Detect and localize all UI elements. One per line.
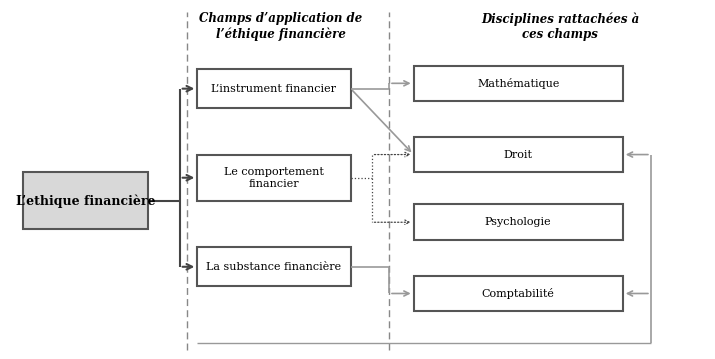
Text: La substance financière: La substance financière xyxy=(207,262,342,272)
FancyBboxPatch shape xyxy=(197,69,351,108)
Text: Mathématique: Mathématique xyxy=(477,78,559,89)
Text: Disciplines rattachées à
ces champs: Disciplines rattachées à ces champs xyxy=(481,12,639,41)
FancyBboxPatch shape xyxy=(23,172,148,229)
Text: Comptabilité: Comptabilité xyxy=(482,288,555,299)
Text: Le comportement
financier: Le comportement financier xyxy=(224,167,324,188)
FancyBboxPatch shape xyxy=(413,276,623,311)
Text: Psychologie: Psychologie xyxy=(485,217,551,227)
Text: L’instrument financier: L’instrument financier xyxy=(212,84,337,94)
FancyBboxPatch shape xyxy=(197,247,351,286)
Text: L’ethique financière: L’ethique financière xyxy=(16,194,155,208)
Text: Droit: Droit xyxy=(503,150,533,159)
FancyBboxPatch shape xyxy=(413,204,623,240)
FancyBboxPatch shape xyxy=(413,137,623,172)
Text: Champs d’application de
l’éthique financière: Champs d’application de l’éthique financ… xyxy=(199,12,363,41)
FancyBboxPatch shape xyxy=(197,155,351,201)
FancyBboxPatch shape xyxy=(413,65,623,101)
